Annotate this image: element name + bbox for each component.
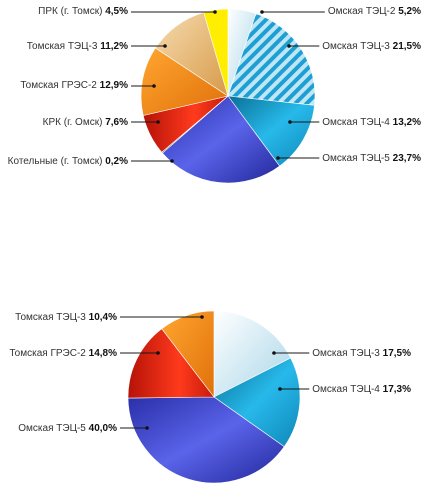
pie1-label-name-2: Омская ТЭЦ-3: [322, 41, 392, 52]
pie1-label-value-3: 13,2%: [393, 117, 421, 128]
pie2-label-value-5: 10,4%: [89, 312, 117, 323]
pie2-slice-2: [213, 357, 301, 448]
pie2-slice-5: [161, 310, 215, 398]
pie2-label-3: Омская ТЭЦ-5 40,0%: [18, 423, 117, 434]
pie1-label-name-1: Омская ТЭЦ-2: [328, 6, 398, 17]
pie2-label-value-3: 40,0%: [89, 423, 117, 434]
pie1-label-name-6: КРК (г. Омск): [43, 117, 106, 128]
pie2-leader-dot-2: [278, 387, 282, 391]
pie2-label-2: Омская ТЭЦ-4 17,3%: [312, 384, 411, 395]
pie1-label-name-8: Томская ТЭЦ-3: [27, 41, 100, 52]
pie2-label-value-2: 17,3%: [383, 384, 411, 395]
pie1-label-1: Омская ТЭЦ-2 5,2%: [328, 6, 421, 17]
pie2-leader-dot-4: [156, 351, 160, 355]
pie2-label-name-1: Омская ТЭЦ-3: [312, 348, 382, 359]
pie1-label-5: Котельные (г. Томск) 0,2%: [8, 156, 128, 167]
pie1-label-value-2: 21,5%: [393, 41, 421, 52]
pie1-slice-3: [227, 95, 315, 167]
pie1-leader-dot-4: [276, 156, 280, 160]
pie1-leader-dot-5: [170, 159, 174, 163]
pie1-leader-dot-7: [152, 84, 156, 88]
pie1-label-name-3: Омская ТЭЦ-4: [322, 117, 392, 128]
pie1-label-value-9: 4,5%: [105, 6, 128, 17]
pie1-label-8: Томская ТЭЦ-3 11,2%: [27, 41, 128, 52]
pie2-label-name-2: Омская ТЭЦ-4: [312, 384, 382, 395]
pie1-leader-dot-8: [163, 44, 167, 48]
pie1-slice-7: [140, 47, 229, 116]
pie2-slice-3: [127, 396, 285, 484]
pie1-label-name-4: Омская ТЭЦ-5: [322, 153, 392, 164]
pie1-leader-dot-2: [287, 44, 291, 48]
pie1-label-2: Омская ТЭЦ-3 21,5%: [322, 41, 421, 52]
pie2-label-name-5: Томская ТЭЦ-3: [15, 312, 88, 323]
pie1-label-6: КРК (г. Омск) 7,6%: [43, 117, 128, 128]
pie2-leader-dot-3: [145, 426, 149, 430]
pie2-label-value-4: 14,8%: [89, 348, 117, 359]
pie2-label-5: Томская ТЭЦ-3 10,4%: [15, 312, 117, 323]
pie2-slice-4: [127, 328, 215, 399]
pie1-label-name-7: Томская ГРЭС-2: [20, 80, 99, 91]
pie1-slice-2: [227, 13, 316, 106]
pie1-label-value-6: 7,6%: [105, 117, 128, 128]
pie1-label-value-8: 11,2%: [100, 41, 128, 52]
pie1-label-name-5: Котельные (г. Томск): [8, 156, 106, 167]
pie1-label-value-5: 0,2%: [105, 156, 128, 167]
pie2-label-1: Омская ТЭЦ-3 17,5%: [312, 348, 411, 359]
pie1-leader-dot-9: [213, 10, 217, 14]
pie1-label-name-9: ПРК (г. Томск): [38, 6, 105, 17]
pie2-label-4: Томская ГРЭС-2 14,8%: [9, 348, 117, 359]
pie2-leader-dot-5: [200, 315, 204, 319]
pie1-label-value-4: 23,7%: [393, 153, 421, 164]
pie1-label-9: ПРК (г. Томск) 4,5%: [38, 6, 128, 17]
pie1-label-value-7: 12,9%: [100, 80, 128, 91]
pie2-label-value-1: 17,5%: [383, 348, 411, 359]
pie1-label-4: Омская ТЭЦ-5 23,7%: [322, 153, 421, 164]
pie2-leader-dot-1: [272, 351, 276, 355]
pie1-label-3: Омская ТЭЦ-4 13,2%: [322, 117, 421, 128]
pie1-label-value-1: 5,2%: [398, 6, 421, 17]
pie1-leader-dot-1: [260, 10, 264, 14]
pie2-label-name-3: Омская ТЭЦ-5: [18, 423, 88, 434]
pie1-leader-dot-6: [156, 120, 160, 124]
pie1-leader-dot-3: [288, 120, 292, 124]
pie2-label-name-4: Томская ГРЭС-2: [9, 348, 88, 359]
pie1-label-7: Томская ГРЭС-2 12,9%: [20, 80, 128, 91]
